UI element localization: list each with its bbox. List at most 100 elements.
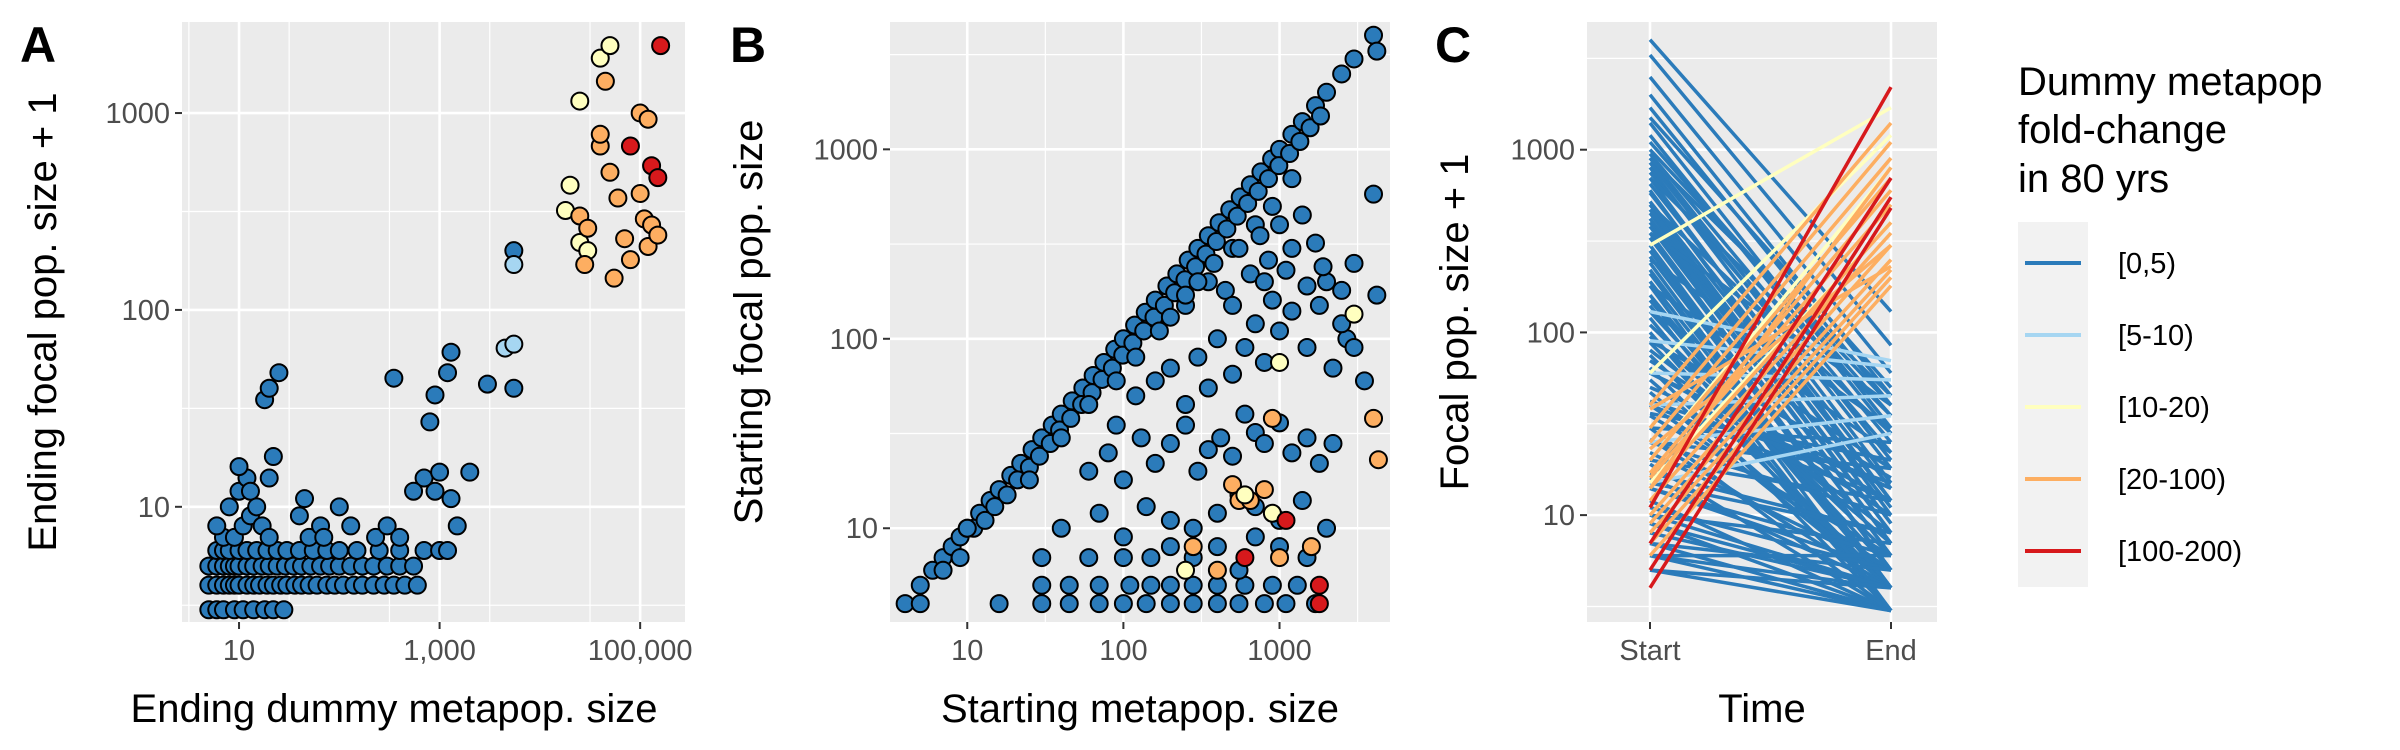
data-point	[1297, 276, 1317, 296]
x-tick-label: 10	[951, 635, 983, 667]
data-point	[638, 109, 658, 129]
data-point	[1270, 548, 1290, 568]
data-point	[1059, 594, 1079, 614]
data-point	[341, 516, 361, 536]
series-line	[1648, 207, 1893, 589]
data-point	[295, 489, 315, 509]
data-point	[1270, 215, 1290, 235]
data-point	[447, 516, 467, 536]
legend-label: [5-10)	[2118, 320, 2194, 352]
data-point	[1282, 238, 1302, 258]
series-line	[1648, 53, 1893, 347]
series-line	[1649, 513, 1892, 546]
data-point	[910, 594, 930, 614]
panel-c: 10 100 1000 Start End C Time Focal pop. size…	[1433, 17, 1937, 731]
data-point	[1207, 503, 1227, 523]
data-point	[560, 175, 580, 195]
data-point	[438, 540, 458, 560]
data-point	[1323, 434, 1343, 454]
data-point	[570, 91, 590, 111]
data-point	[1145, 453, 1165, 473]
panel-c-ticks: 10 100 1000 Start End	[1510, 135, 1916, 667]
series-line	[1648, 196, 1893, 572]
data-point	[1160, 537, 1180, 557]
data-point	[1223, 446, 1243, 466]
data-point	[207, 516, 227, 536]
data-point	[1188, 272, 1208, 292]
data-point	[1106, 415, 1126, 435]
data-point	[404, 481, 424, 501]
series-line	[1648, 156, 1893, 398]
data-point	[1079, 394, 1099, 414]
panel-a-points	[199, 36, 671, 620]
data-point	[1019, 470, 1039, 490]
data-point	[1160, 594, 1180, 614]
data-point	[933, 560, 953, 580]
data-point	[1262, 290, 1282, 310]
data-point	[1280, 144, 1300, 164]
data-point	[1290, 131, 1310, 151]
series-line	[1649, 264, 1892, 411]
data-point	[1217, 219, 1237, 239]
data-point	[329, 497, 349, 517]
data-point	[1282, 169, 1302, 189]
x-tick-label: Start	[1619, 635, 1680, 667]
data-point	[630, 184, 650, 204]
series-line	[1648, 276, 1893, 545]
series-line	[1649, 106, 1892, 247]
legend-label: [100-200)	[2118, 536, 2242, 568]
data-point	[1354, 371, 1374, 391]
data-point	[1254, 594, 1274, 614]
y-tick-label: 1000	[1510, 135, 1575, 167]
data-point	[1211, 428, 1231, 448]
data-point	[1332, 314, 1352, 334]
data-point	[1089, 503, 1109, 523]
series-line	[1649, 403, 1892, 503]
data-point	[1126, 347, 1146, 367]
data-point	[1059, 575, 1079, 595]
data-point	[1282, 443, 1302, 463]
data-point	[1270, 321, 1290, 341]
data-point	[407, 575, 427, 595]
data-point	[1367, 285, 1387, 305]
data-point	[1309, 295, 1329, 315]
data-point	[1301, 537, 1321, 557]
x-tick-label: 100,000	[588, 635, 693, 667]
data-point	[1051, 428, 1071, 448]
data-point	[1227, 206, 1247, 226]
data-point	[414, 540, 434, 560]
data-point	[1309, 453, 1329, 473]
data-point	[1198, 440, 1218, 460]
data-point	[1029, 446, 1049, 466]
y-tick-label: 10	[1543, 500, 1575, 532]
series-line	[1648, 156, 1893, 462]
data-point	[1344, 337, 1364, 357]
data-point	[1262, 196, 1282, 216]
y-tick-label: 100	[122, 295, 170, 327]
data-point	[620, 250, 640, 270]
data-point	[1259, 169, 1279, 189]
data-point	[1276, 510, 1296, 530]
x-tick-label: 10	[223, 635, 255, 667]
series-line	[1649, 553, 1892, 613]
series-line	[1648, 93, 1893, 397]
data-point	[259, 378, 279, 398]
data-point	[1176, 394, 1196, 414]
data-point	[384, 368, 404, 388]
data-point	[1160, 510, 1180, 530]
data-point	[1149, 321, 1169, 341]
data-point	[1245, 527, 1265, 547]
data-point	[575, 255, 595, 275]
data-point	[1223, 295, 1243, 315]
data-point	[1364, 25, 1384, 45]
data-point	[595, 71, 615, 91]
data-point	[590, 48, 610, 68]
data-point	[1344, 304, 1364, 324]
data-point	[1136, 594, 1156, 614]
series-line	[1648, 141, 1893, 430]
data-point	[1207, 560, 1227, 580]
data-point	[1120, 575, 1140, 595]
data-point	[1248, 181, 1268, 201]
y-tick-label: 10	[846, 513, 878, 545]
data-point	[1313, 257, 1333, 277]
